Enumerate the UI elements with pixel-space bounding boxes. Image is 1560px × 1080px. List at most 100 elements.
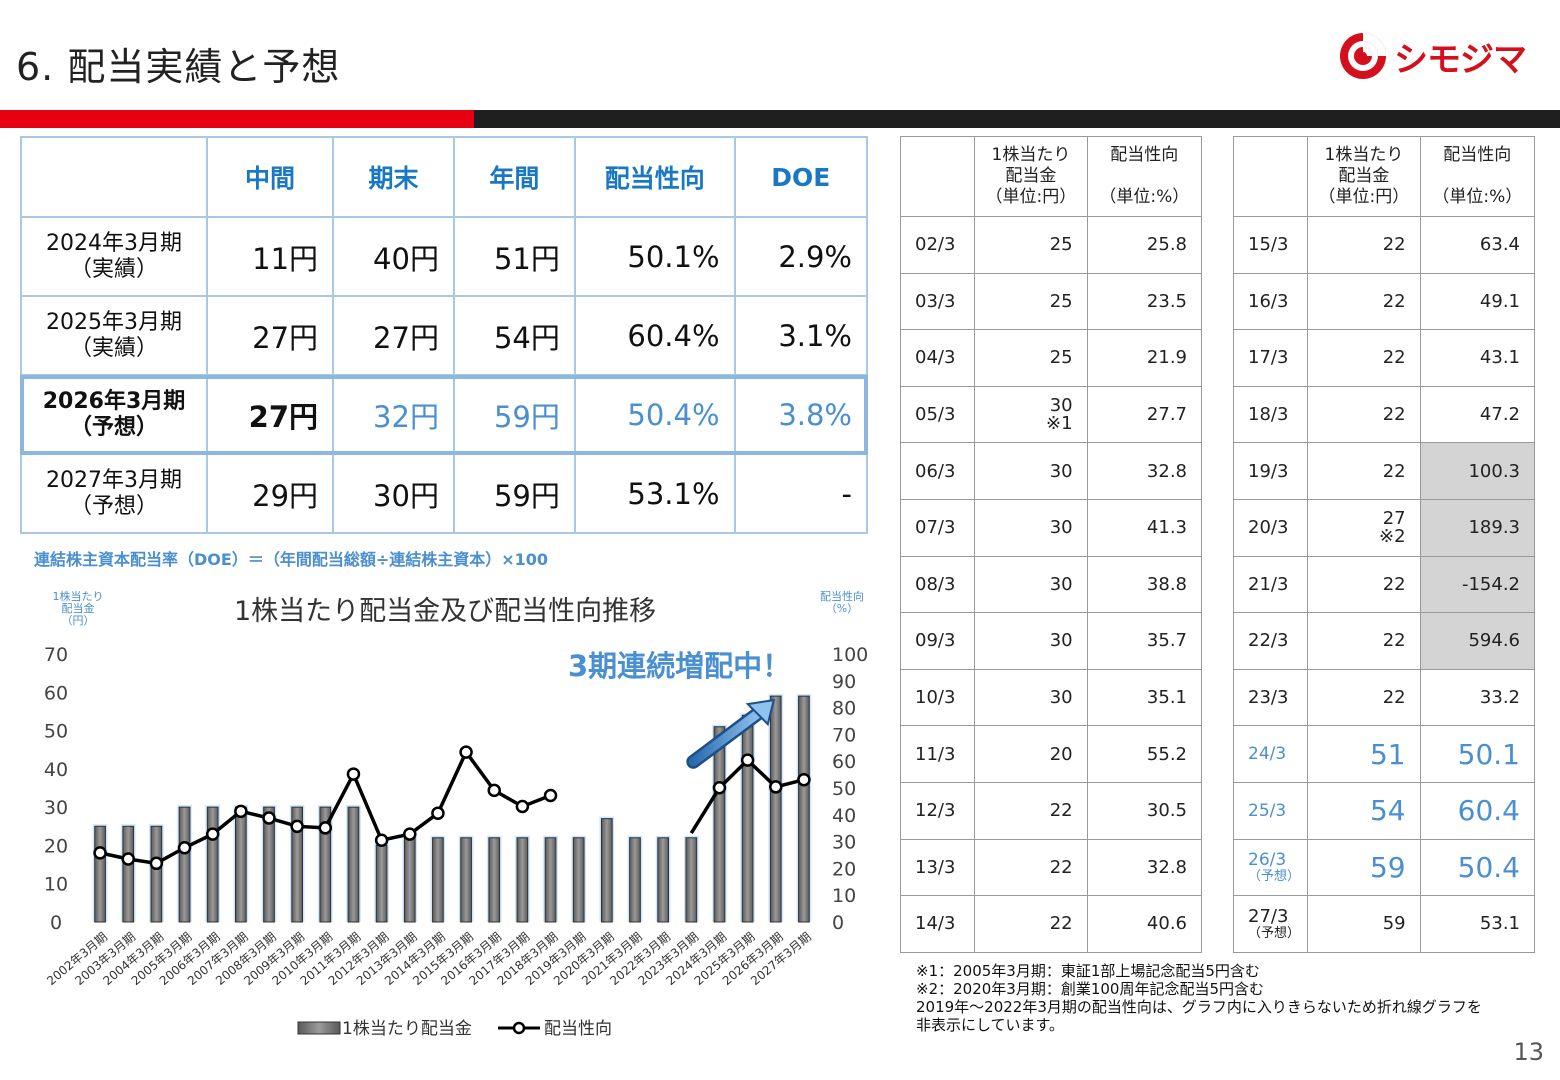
year-cell: 10/3: [899, 668, 976, 727]
row-label-status: （実績）: [69, 335, 158, 361]
dividend-bar: [94, 825, 106, 923]
dividend-bar: [741, 714, 754, 923]
dividend-cell: 30: [974, 498, 1088, 557]
dividend-cell: 59: [1307, 838, 1421, 897]
payout-cell: 189.3: [1419, 498, 1536, 557]
payout-point: [487, 783, 501, 798]
payout-cell: 43.1: [1419, 329, 1536, 387]
year-cell: 12/3: [899, 781, 976, 840]
table-row: 13/3 22 32.8: [899, 838, 1203, 897]
dividend-bar: [291, 806, 304, 923]
y-tick-right: 100: [832, 644, 868, 666]
year-cell: 06/3: [899, 442, 976, 500]
dividend-cell: 22: [1307, 329, 1421, 387]
logo-text: シモジマ: [1394, 39, 1527, 80]
table-cell: 30円: [332, 453, 455, 534]
trend-arrow-shaft: [688, 707, 765, 767]
payout-point: [797, 772, 811, 787]
year-cell: 16/3: [1232, 272, 1309, 331]
payout-cell: 35.7: [1086, 612, 1203, 670]
header-line: （単位:円）: [985, 187, 1077, 207]
dividend-cell: 22: [1307, 668, 1421, 727]
page-title: 6. 配当実績と予想: [16, 45, 341, 89]
year-cell: 26/3 （予想）: [1232, 838, 1309, 897]
dividend-cell: 51: [1307, 725, 1421, 783]
table-row: 25/3 54 60.4: [1232, 781, 1536, 840]
table-cell: 40円: [332, 216, 455, 297]
payout-cell: 63.4: [1419, 216, 1536, 274]
row-label-status: （予想）: [69, 493, 158, 519]
dividend-cell: 30: [974, 555, 1088, 614]
dividend-bar: [685, 837, 698, 923]
dividend-cell: 25: [974, 272, 1088, 331]
row-label-period: 2026年3月期: [42, 388, 186, 414]
dividend-cell: 27 ※2: [1307, 498, 1421, 557]
year-cell: 21/3: [1232, 555, 1309, 614]
payout-cell: 53.1: [1419, 895, 1536, 953]
year-cell: 11/3: [899, 725, 976, 783]
year-cell: 17/3: [1232, 329, 1309, 387]
payout-point: [740, 753, 755, 767]
payout-point: [346, 767, 361, 781]
dividend-cell: 22: [1307, 612, 1421, 670]
header-red-bar: [0, 110, 474, 128]
table-row: 22/3 22 594.6: [1232, 612, 1536, 670]
dividend-bar: [319, 806, 332, 923]
dividend-bar: [488, 837, 501, 923]
dividend-cell: 22: [974, 781, 1088, 840]
table-cell: 3.8%: [733, 374, 869, 455]
dividend-cell: 22: [974, 838, 1088, 897]
payout-cell: 55.2: [1086, 725, 1203, 783]
payout-cell: 30.5: [1086, 781, 1203, 840]
payout-cell: 47.2: [1419, 385, 1536, 444]
y-tick-left: 0: [50, 912, 62, 934]
payout-cell: -154.2: [1419, 555, 1536, 614]
dividend-summary-table: 中間 期末 年間 配当性向 DOE 2024年3月期 （実績） 11円 40円 5…: [20, 136, 869, 534]
dividend-cell: 22: [1307, 555, 1421, 614]
header-line: 配当金: [1338, 166, 1390, 186]
table-row: 10/3 30 35.1: [899, 668, 1203, 727]
dividend-bar: [375, 844, 388, 923]
y-tick-right: 40: [832, 805, 856, 827]
header-line: （単位:%）: [1099, 187, 1190, 207]
chart-callout: 3期連続増配中！: [568, 649, 791, 683]
payout-point: [403, 827, 417, 841]
dividend-bar: [544, 837, 557, 923]
table-row: 16/3 22 49.1: [1232, 272, 1536, 331]
payout-point: [262, 811, 276, 825]
table-row: 04/3 25 21.9: [899, 329, 1203, 387]
dividend-bar: [234, 806, 247, 923]
corner-cell: [20, 136, 208, 218]
year-cell: 05/3: [899, 385, 976, 444]
payout-point: [234, 804, 248, 819]
dividend-bar: [460, 837, 472, 923]
table-row: 06/3 30 32.8: [899, 442, 1203, 500]
column-header: 配当性向: [573, 136, 736, 218]
year-cell: 15/3: [1232, 216, 1309, 274]
payout-point: [290, 819, 304, 834]
legend-line-marker: [512, 1021, 526, 1035]
year-cell: 19/3: [1232, 442, 1309, 500]
dividend-bar: [629, 837, 641, 923]
table-cell: 50.4%: [573, 374, 736, 455]
dividend-cell: 22: [1307, 442, 1421, 500]
year-cell: 25/3: [1232, 781, 1309, 840]
header-dark-bar: [474, 110, 1560, 128]
row-label: 2025年3月期 （実績）: [20, 295, 208, 376]
payout-point: [769, 780, 783, 794]
payout-point: [205, 827, 220, 841]
table-row: 20/3 27 ※2 189.3: [1232, 498, 1536, 557]
column-header: 配当性向 （単位:%）: [1419, 136, 1536, 217]
table-cell: 32円: [332, 374, 455, 455]
table-row: 26/3 （予想） 59 50.4: [1232, 838, 1536, 897]
dividend-bar: [769, 695, 782, 923]
trend-arrow-head: [745, 698, 776, 727]
y-tick-left: 60: [44, 682, 68, 704]
y-tick-right: 0: [832, 912, 844, 934]
table-row: 07/3 30 41.3: [899, 498, 1203, 557]
legend-bar-swatch: [297, 1021, 341, 1035]
table-cell: 53.1%: [573, 453, 736, 534]
payout-point: [374, 833, 389, 848]
table-cell: 11円: [205, 216, 335, 297]
table-cell: 59円: [452, 453, 576, 534]
